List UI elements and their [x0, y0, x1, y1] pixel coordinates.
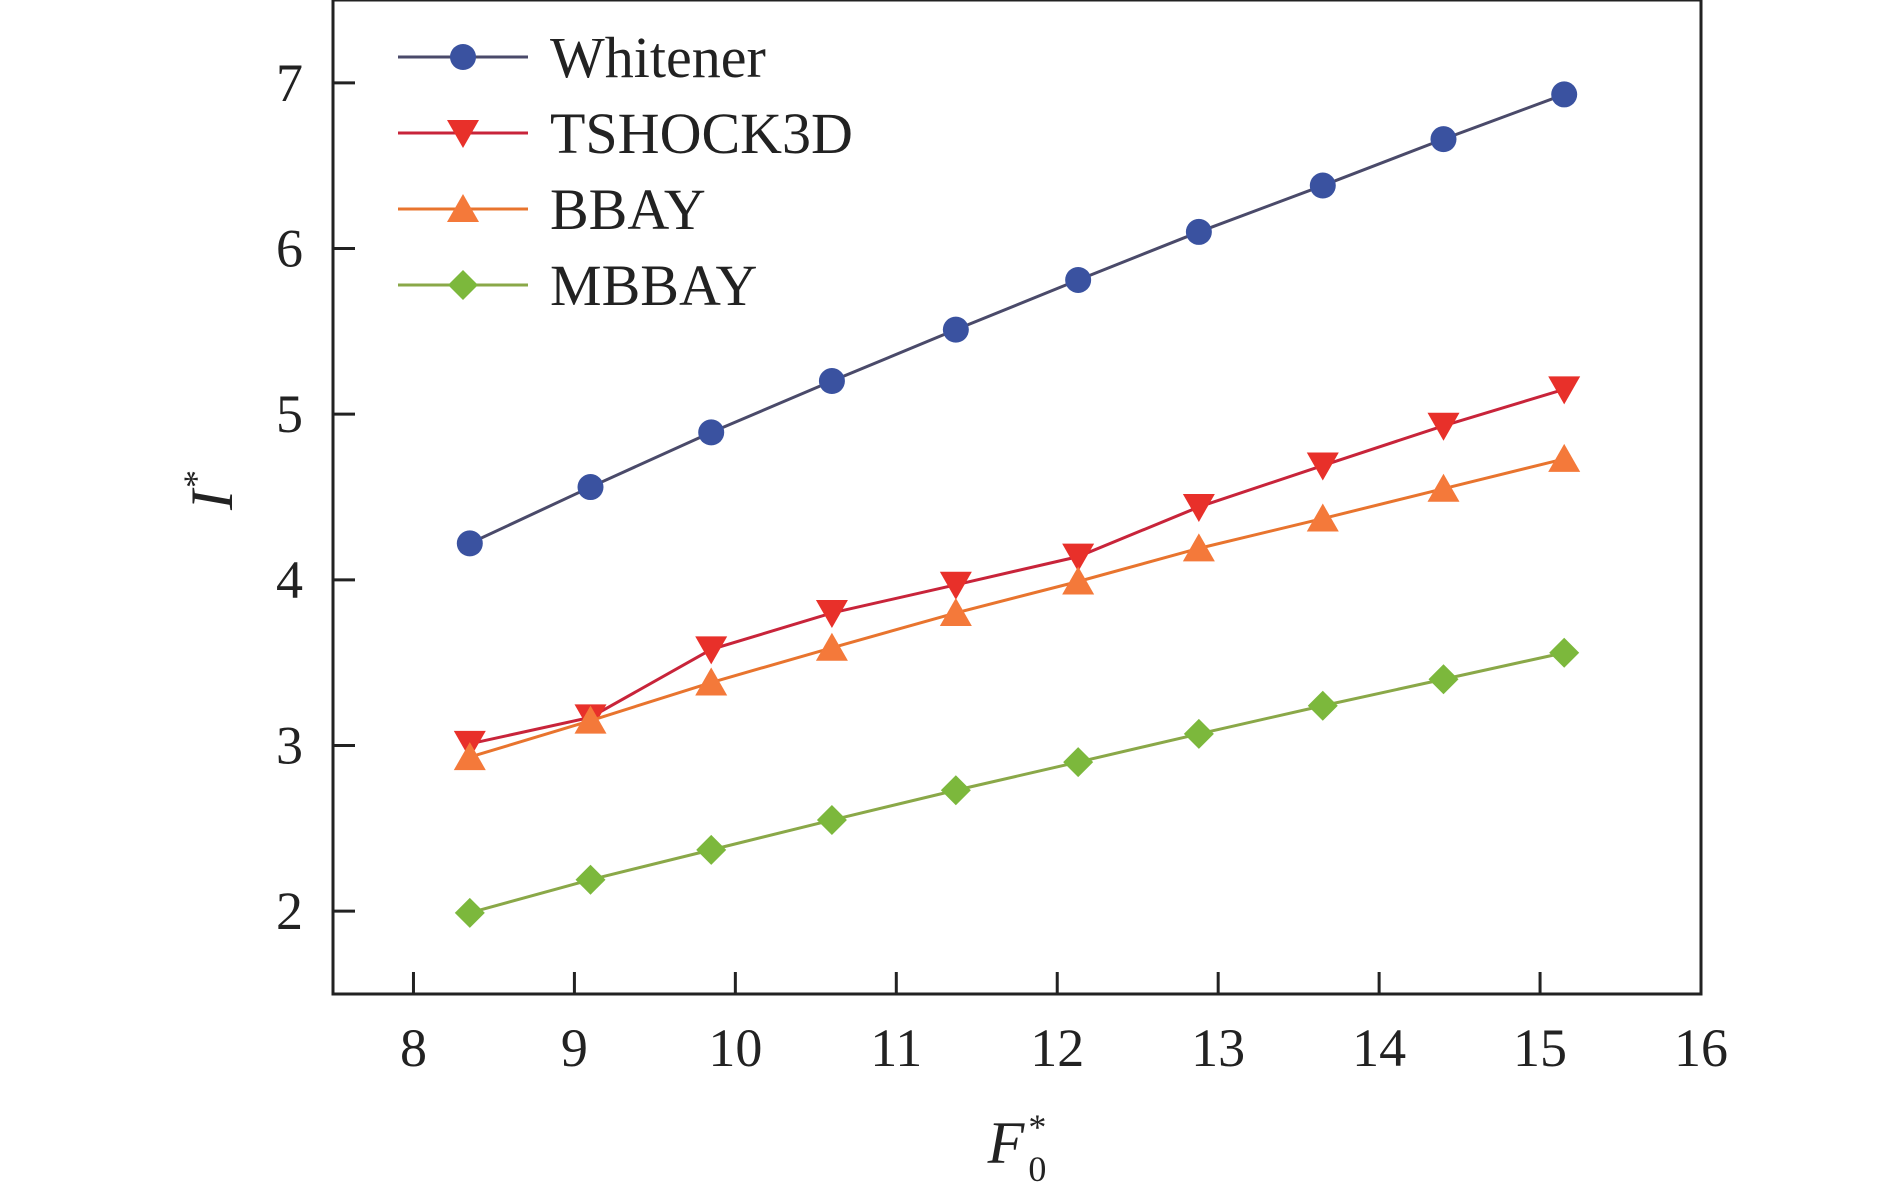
plot-frame	[331, 0, 1703, 996]
legend-label: TSHOCK3D	[550, 101, 853, 166]
data-point	[577, 474, 604, 501]
y-tick-label: 5	[276, 384, 303, 444]
series-line	[469, 93, 1565, 545]
legend-marker	[447, 120, 479, 148]
legend: Whitener TSHOCK3D BBAY MBBAY	[398, 25, 853, 318]
y-tick-label: 3	[276, 716, 303, 776]
x-tick-label: 14	[1352, 1018, 1406, 1078]
legend-item-bbay: BBAY	[398, 177, 706, 242]
data-point	[1551, 81, 1578, 108]
data-point	[1063, 747, 1094, 778]
data-point	[815, 599, 848, 628]
y-axis-label-sup: *	[176, 470, 216, 488]
legend-label: BBAY	[550, 177, 706, 242]
series-line	[469, 457, 1565, 759]
series-mbbay	[454, 637, 1580, 928]
data-point	[695, 636, 728, 665]
data-point	[1062, 566, 1095, 595]
data-point	[939, 571, 972, 600]
data-point	[1307, 690, 1338, 721]
data-point	[575, 864, 606, 895]
data-point	[1548, 376, 1581, 405]
x-axis-ticks: 8 9 10 11 12 13 14 15 16	[400, 972, 1728, 1078]
legend-marker	[447, 194, 479, 222]
data-point	[698, 419, 725, 446]
data-point	[1182, 493, 1215, 522]
y-tick-label: 7	[276, 53, 303, 113]
data-point	[574, 705, 607, 734]
x-tick-label: 15	[1513, 1018, 1567, 1078]
y-axis-label-base: I	[179, 487, 245, 511]
x-axis-label-sup: *	[1028, 1107, 1046, 1147]
x-tick-label: 8	[400, 1018, 427, 1078]
series-tshock3d	[453, 376, 1581, 759]
data-point	[942, 316, 969, 343]
data-point	[696, 834, 727, 865]
x-tick-label: 11	[870, 1018, 922, 1078]
data-point	[1062, 543, 1095, 572]
data-point	[1306, 452, 1339, 481]
data-point	[1430, 126, 1457, 153]
data-point	[695, 667, 728, 696]
series-line	[469, 387, 1565, 746]
x-tick-label: 16	[1674, 1018, 1728, 1078]
y-tick-label: 4	[276, 550, 303, 610]
x-axis-label-base: F	[987, 1110, 1026, 1176]
legend-marker	[448, 270, 478, 300]
data-point	[818, 368, 845, 395]
x-tick-label: 10	[708, 1018, 762, 1078]
data-point	[1183, 718, 1214, 749]
x-tick-label: 9	[561, 1018, 588, 1078]
data-point	[1182, 533, 1215, 562]
data-point	[815, 632, 848, 661]
x-axis-label: F 0*	[987, 1107, 1047, 1189]
series-bbay	[453, 443, 1581, 771]
series-whitener	[456, 81, 1578, 557]
x-tick-label: 13	[1191, 1018, 1245, 1078]
data-point	[1427, 473, 1460, 502]
data-point	[1309, 172, 1336, 199]
data-point	[1549, 637, 1580, 668]
data-point	[939, 597, 972, 626]
data-point	[456, 530, 483, 557]
legend-item-whitener: Whitener	[398, 25, 766, 90]
data-point	[454, 897, 485, 928]
legend-label: MBBAY	[550, 253, 757, 318]
data-point	[816, 805, 847, 836]
data-point	[1306, 503, 1339, 532]
data-point	[1428, 664, 1459, 695]
legend-item-tshock3d: TSHOCK3D	[398, 101, 853, 166]
y-tick-label: 2	[276, 881, 303, 941]
series-line	[469, 651, 1565, 915]
data-point	[940, 775, 971, 806]
y-axis-ticks: 2 3 4 5 6 7	[276, 53, 355, 941]
data-point	[1427, 412, 1460, 441]
y-axis-label: I*	[176, 470, 245, 511]
data-point	[1548, 443, 1581, 472]
legend-label: Whitener	[550, 25, 766, 90]
x-tick-label: 12	[1030, 1018, 1084, 1078]
x-axis-label-sub: 0	[1028, 1149, 1046, 1189]
series-layer	[453, 81, 1581, 928]
data-point	[1065, 266, 1092, 293]
legend-marker	[450, 44, 476, 70]
legend-item-mbbay: MBBAY	[398, 253, 757, 318]
y-tick-label: 6	[276, 219, 303, 279]
data-point	[453, 742, 486, 771]
data-point	[1185, 218, 1212, 245]
